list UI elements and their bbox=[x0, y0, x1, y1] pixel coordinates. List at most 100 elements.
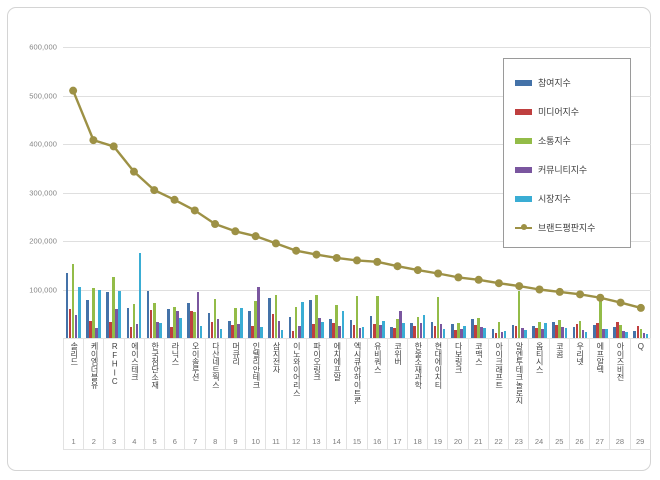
bar bbox=[288, 317, 292, 338]
category-label: 알엔투테크놀로지 bbox=[514, 342, 523, 405]
bar bbox=[74, 314, 78, 338]
bar bbox=[135, 324, 139, 338]
bar bbox=[274, 294, 278, 338]
legend-item[interactable]: 브랜드평판지수 bbox=[515, 213, 630, 242]
bar bbox=[115, 308, 119, 338]
category-label: RFHIC bbox=[110, 342, 119, 387]
bar bbox=[599, 298, 602, 338]
category-label: 케이엠더블유 bbox=[90, 342, 98, 389]
bar bbox=[517, 290, 521, 338]
legend-item[interactable]: 소통지수 bbox=[515, 126, 630, 155]
category-cell: 엑시큐어하이트론 15 bbox=[347, 338, 368, 450]
category-cell: 인텔리안테크 10 bbox=[246, 338, 267, 450]
category-label: 코콤 bbox=[555, 342, 564, 358]
bar bbox=[146, 290, 150, 338]
category-rank-label: 14 bbox=[332, 437, 341, 446]
category-cell: RFHIC 3 bbox=[104, 338, 125, 450]
category-label: 오이솔루션 bbox=[191, 342, 200, 382]
bar-cluster bbox=[104, 47, 124, 338]
category-rank-label: 25 bbox=[555, 437, 564, 446]
bar bbox=[454, 329, 457, 338]
bar bbox=[280, 329, 284, 338]
bar bbox=[592, 324, 596, 338]
legend-item[interactable]: 참여지수 bbox=[515, 68, 630, 97]
bar bbox=[112, 276, 115, 338]
category-cell: 유비쿼스 16 bbox=[367, 338, 388, 450]
category-rank-label: 27 bbox=[595, 437, 604, 446]
line-marker bbox=[292, 246, 301, 255]
bar bbox=[372, 324, 376, 338]
bar-cluster bbox=[428, 47, 448, 338]
bar bbox=[237, 324, 240, 338]
category-cell: Q 29 bbox=[630, 338, 651, 450]
bar bbox=[442, 329, 446, 338]
category-label: 한국첨단소재 bbox=[150, 342, 159, 389]
bar-cluster bbox=[347, 47, 367, 338]
category-rank-label: 7 bbox=[192, 437, 198, 446]
bar bbox=[309, 300, 312, 338]
category-cell: 알엔투테크놀로지 23 bbox=[509, 338, 530, 450]
bar-cluster bbox=[590, 47, 610, 338]
line-marker bbox=[170, 195, 179, 204]
category-label: 인텔리안테크 bbox=[251, 342, 260, 389]
category-cell: 다보링크 20 bbox=[448, 338, 469, 450]
line-marker bbox=[576, 290, 585, 299]
category-axis-table: 솔리드 1 케이엠더블유 2 RFHIC 3 에이스테크 4 한국첨단소재 5 라닉스 6 오이솔루션 7… bbox=[63, 338, 651, 450]
bar bbox=[118, 290, 122, 338]
y-axis-tick-label: 500,000 bbox=[29, 91, 57, 100]
category-rank-label: 18 bbox=[413, 437, 422, 446]
legend-item[interactable]: 커뮤니티지수 bbox=[515, 155, 630, 184]
category-rank-label: 2 bbox=[91, 437, 96, 446]
gridline bbox=[63, 192, 651, 194]
bar bbox=[578, 320, 582, 338]
category-cell: 한국첨단소재 5 bbox=[144, 338, 166, 450]
line-marker bbox=[515, 282, 524, 291]
bar bbox=[315, 295, 318, 338]
line-marker bbox=[413, 266, 422, 275]
category-rank-label: 23 bbox=[514, 437, 523, 446]
category-label: 우리넷 bbox=[575, 342, 584, 366]
bar bbox=[552, 322, 555, 338]
bar bbox=[260, 327, 263, 338]
category-rank-label: 6 bbox=[172, 437, 177, 446]
bar bbox=[152, 302, 156, 338]
category-rank-label: 22 bbox=[494, 437, 503, 446]
bar-cluster bbox=[570, 47, 590, 338]
bar bbox=[572, 327, 576, 338]
category-rank-label: 20 bbox=[453, 437, 463, 446]
bar-cluster bbox=[550, 47, 570, 338]
bar bbox=[439, 324, 443, 338]
bar bbox=[355, 295, 359, 338]
bar bbox=[352, 325, 356, 338]
line-marker bbox=[596, 293, 605, 302]
legend-item[interactable]: 미디어지수 bbox=[515, 97, 630, 126]
gridline bbox=[63, 241, 651, 242]
category-rank-label: 4 bbox=[132, 437, 137, 446]
category-label: 에프알텍 bbox=[595, 342, 604, 374]
bar bbox=[210, 322, 214, 338]
bar bbox=[419, 323, 423, 338]
category-cell: 한울소재과학 18 bbox=[407, 338, 429, 450]
bar bbox=[294, 307, 298, 338]
bar bbox=[248, 311, 251, 338]
category-rank-label: 26 bbox=[575, 437, 584, 446]
legend-item[interactable]: 시장지수 bbox=[515, 184, 630, 213]
line-marker bbox=[312, 250, 321, 259]
bar bbox=[179, 317, 182, 338]
bar bbox=[633, 331, 637, 338]
category-label: 솔리드 bbox=[69, 342, 78, 366]
bar-cluster bbox=[408, 47, 428, 338]
bar bbox=[532, 326, 535, 338]
bar bbox=[361, 327, 365, 338]
bar bbox=[199, 326, 203, 338]
legend-label: 미디어지수 bbox=[538, 107, 579, 117]
line-marker bbox=[434, 269, 443, 278]
category-cell: 에이스테크 4 bbox=[124, 338, 145, 450]
legend-label: 소통지수 bbox=[538, 136, 571, 146]
legend-label: 참여지수 bbox=[538, 78, 571, 88]
bar-cluster bbox=[489, 47, 509, 338]
line-marker bbox=[251, 232, 260, 241]
bar bbox=[207, 312, 211, 338]
bar-cluster bbox=[306, 47, 326, 338]
category-cell: 아이즈비전 28 bbox=[610, 338, 631, 450]
